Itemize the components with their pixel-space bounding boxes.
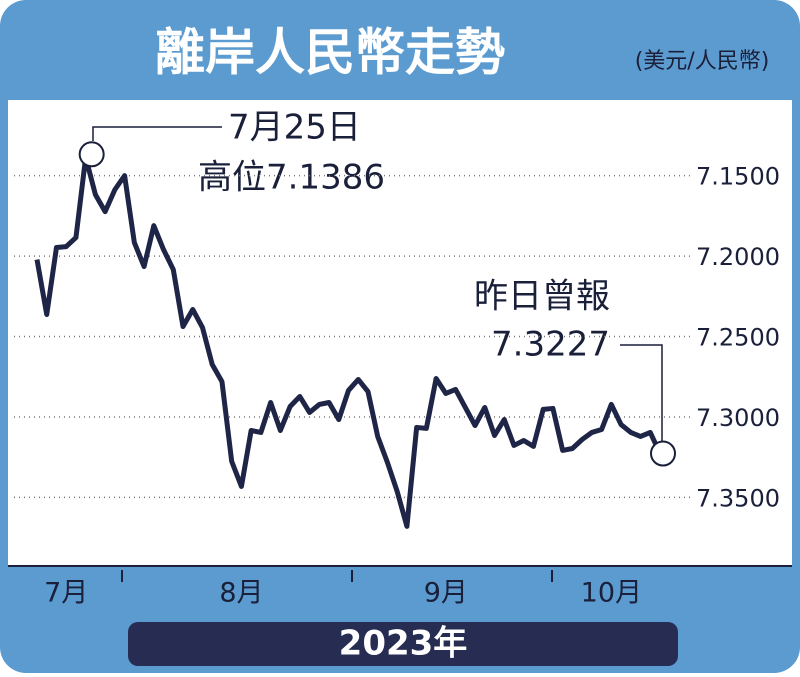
annotation: 7.3227 (491, 325, 610, 365)
plot-area (8, 100, 792, 566)
line (34, 154, 663, 529)
unit-label: (美元/人民幣) (635, 49, 770, 74)
leader-line (92, 126, 222, 141)
annotation: 高位7.1386 (198, 158, 385, 198)
y-tick-label: 7.2000 (696, 243, 780, 271)
highlight-point (650, 440, 676, 467)
x-tick-label: 7月 (44, 578, 88, 609)
y-tick-label: 7.3000 (696, 404, 780, 432)
x-tick-label: 10月 (581, 578, 642, 609)
x-tick-label: 9月 (424, 578, 468, 609)
y-tick-label: 7.3500 (696, 484, 780, 512)
x-tick-label: 8月 (219, 578, 263, 609)
x-axis-label: 2023年 (339, 624, 468, 664)
annotation: 昨日曾報 (474, 277, 610, 317)
annotation: 7月25日 (228, 108, 361, 148)
y-tick-label: 7.1500 (696, 163, 780, 191)
y-tick-label: 7.2500 (696, 324, 780, 352)
year-box (128, 622, 678, 666)
chart-title: 離岸人民幣走勢 (155, 24, 505, 82)
leader-line (620, 344, 663, 447)
highlight-point (78, 141, 105, 168)
